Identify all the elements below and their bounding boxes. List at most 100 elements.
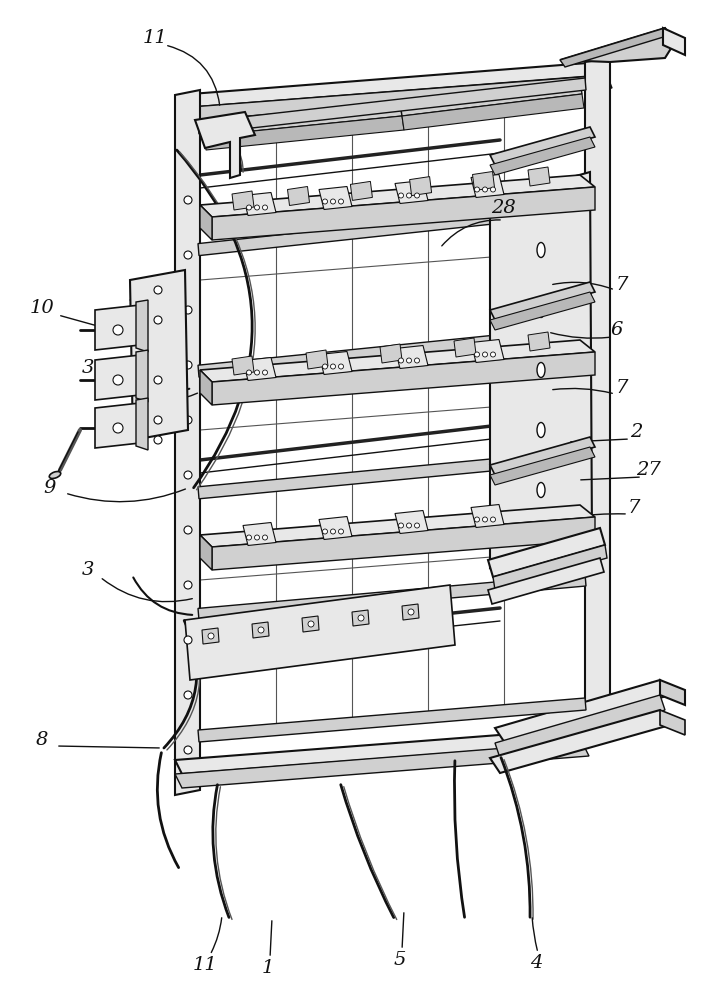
Polygon shape xyxy=(560,28,675,62)
Polygon shape xyxy=(202,102,402,136)
Text: 10: 10 xyxy=(30,299,54,317)
Circle shape xyxy=(184,306,192,314)
Circle shape xyxy=(208,633,214,639)
Polygon shape xyxy=(200,370,212,405)
Circle shape xyxy=(246,205,251,210)
Circle shape xyxy=(184,471,192,479)
Circle shape xyxy=(322,529,327,534)
Ellipse shape xyxy=(537,362,545,377)
Text: 3: 3 xyxy=(82,359,94,377)
Circle shape xyxy=(154,376,162,384)
Circle shape xyxy=(322,364,327,369)
Polygon shape xyxy=(178,75,612,121)
Circle shape xyxy=(322,199,327,204)
Text: 7: 7 xyxy=(616,379,628,397)
Circle shape xyxy=(246,535,251,540)
Polygon shape xyxy=(198,78,586,134)
Text: 27: 27 xyxy=(636,461,660,479)
Polygon shape xyxy=(585,58,610,744)
Polygon shape xyxy=(198,450,586,499)
Circle shape xyxy=(184,526,192,534)
Polygon shape xyxy=(490,172,592,568)
Polygon shape xyxy=(130,270,188,440)
Text: 6: 6 xyxy=(611,321,623,339)
Circle shape xyxy=(330,199,335,204)
Polygon shape xyxy=(185,585,455,680)
Polygon shape xyxy=(212,352,595,405)
Polygon shape xyxy=(175,103,200,773)
Polygon shape xyxy=(200,340,595,382)
Circle shape xyxy=(490,187,495,192)
Polygon shape xyxy=(136,350,148,402)
Polygon shape xyxy=(660,680,685,705)
Circle shape xyxy=(406,358,411,363)
Circle shape xyxy=(154,436,162,444)
Polygon shape xyxy=(410,177,432,196)
Polygon shape xyxy=(287,186,309,206)
Circle shape xyxy=(398,523,403,528)
Polygon shape xyxy=(232,356,254,375)
Polygon shape xyxy=(175,728,597,774)
Polygon shape xyxy=(490,292,595,330)
Polygon shape xyxy=(319,516,352,540)
Circle shape xyxy=(154,416,162,424)
Polygon shape xyxy=(395,180,428,204)
Circle shape xyxy=(482,187,487,192)
Polygon shape xyxy=(471,340,504,362)
Text: 4: 4 xyxy=(530,954,542,972)
Polygon shape xyxy=(352,610,369,626)
Polygon shape xyxy=(495,695,665,758)
Circle shape xyxy=(184,581,192,589)
Polygon shape xyxy=(395,346,428,368)
Text: 11: 11 xyxy=(193,956,217,974)
Text: 7: 7 xyxy=(616,276,628,294)
Ellipse shape xyxy=(537,483,545,497)
Polygon shape xyxy=(663,28,685,55)
Circle shape xyxy=(339,529,343,534)
Polygon shape xyxy=(252,622,269,638)
Text: 11: 11 xyxy=(143,29,167,47)
Polygon shape xyxy=(528,332,550,351)
Polygon shape xyxy=(212,517,595,570)
Circle shape xyxy=(474,517,479,522)
Polygon shape xyxy=(454,338,476,357)
Polygon shape xyxy=(402,94,584,130)
Circle shape xyxy=(263,370,267,375)
Polygon shape xyxy=(175,90,200,795)
Polygon shape xyxy=(488,558,604,604)
Ellipse shape xyxy=(537,422,545,438)
Circle shape xyxy=(184,636,192,644)
Polygon shape xyxy=(490,437,595,475)
Polygon shape xyxy=(490,710,670,773)
Circle shape xyxy=(184,361,192,369)
Polygon shape xyxy=(136,300,148,352)
Polygon shape xyxy=(243,522,276,546)
Circle shape xyxy=(415,358,419,363)
Polygon shape xyxy=(200,535,212,570)
Circle shape xyxy=(184,196,192,204)
Circle shape xyxy=(184,746,192,754)
Polygon shape xyxy=(198,326,586,377)
Circle shape xyxy=(398,358,403,363)
Polygon shape xyxy=(212,187,595,240)
Circle shape xyxy=(263,535,267,540)
Circle shape xyxy=(154,286,162,294)
Polygon shape xyxy=(200,505,595,547)
Polygon shape xyxy=(232,191,254,210)
Circle shape xyxy=(258,627,264,633)
Circle shape xyxy=(490,352,495,357)
Circle shape xyxy=(154,316,162,324)
Polygon shape xyxy=(198,202,586,256)
Polygon shape xyxy=(243,192,276,216)
Polygon shape xyxy=(490,282,595,320)
Polygon shape xyxy=(204,116,404,150)
Polygon shape xyxy=(319,186,352,210)
Polygon shape xyxy=(473,172,494,190)
Polygon shape xyxy=(490,127,595,165)
Polygon shape xyxy=(490,447,595,485)
Text: 8: 8 xyxy=(35,731,49,749)
Circle shape xyxy=(482,352,487,357)
Circle shape xyxy=(415,523,419,528)
Text: 7: 7 xyxy=(628,499,640,517)
Polygon shape xyxy=(95,403,140,448)
